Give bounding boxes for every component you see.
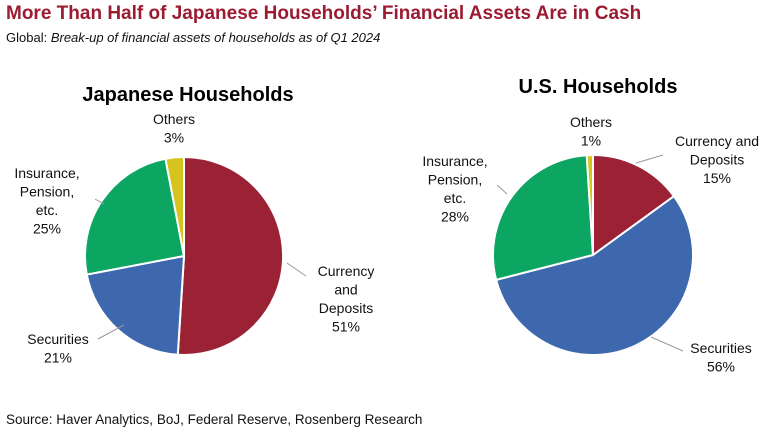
pie-slice-securities bbox=[85, 254, 186, 356]
leader-line bbox=[97, 324, 125, 340]
chart-subtitle: Global: Break-up of financial assets of … bbox=[6, 30, 380, 45]
slice-label-others: Others 3% bbox=[153, 111, 195, 146]
pie-slice-currency bbox=[176, 155, 285, 356]
slice-label-securities: Securities 21% bbox=[27, 331, 88, 366]
slice-label-insurance: Insurance, Pension, etc. 28% bbox=[422, 153, 487, 225]
source-note: Source: Haver Analytics, BoJ, Federal Re… bbox=[6, 412, 423, 427]
pie-slice-insurance bbox=[492, 154, 595, 282]
slice-label-insurance: Insurance, Pension, etc. 25% bbox=[14, 165, 79, 237]
leader-line bbox=[650, 336, 684, 352]
chart-title: Japanese Households bbox=[82, 84, 293, 106]
slice-label-currency: Currency and Deposits 51% bbox=[318, 263, 375, 335]
pie-slice-others bbox=[585, 153, 594, 256]
slice-label-currency: Currency and Deposits 15% bbox=[675, 133, 759, 186]
leader-line bbox=[635, 154, 664, 164]
slice-label-securities: Securities 56% bbox=[690, 340, 751, 375]
chart-title: U.S. Households bbox=[519, 76, 678, 98]
pie-slice-insurance bbox=[84, 157, 186, 276]
pie-slice-currency bbox=[592, 153, 676, 257]
leader-line bbox=[94, 198, 105, 205]
leader-line bbox=[496, 184, 508, 195]
subtitle-description: Break-up of financial assets of househol… bbox=[50, 30, 381, 45]
subtitle-prefix: Global: bbox=[6, 30, 51, 45]
pie-slice-others bbox=[164, 155, 185, 257]
slice-label-others: Others 1% bbox=[570, 114, 612, 149]
leader-line bbox=[286, 262, 307, 277]
chart-main-title: More Than Half of Japanese Households’ F… bbox=[6, 3, 642, 24]
pie-slice-securities bbox=[494, 194, 694, 356]
